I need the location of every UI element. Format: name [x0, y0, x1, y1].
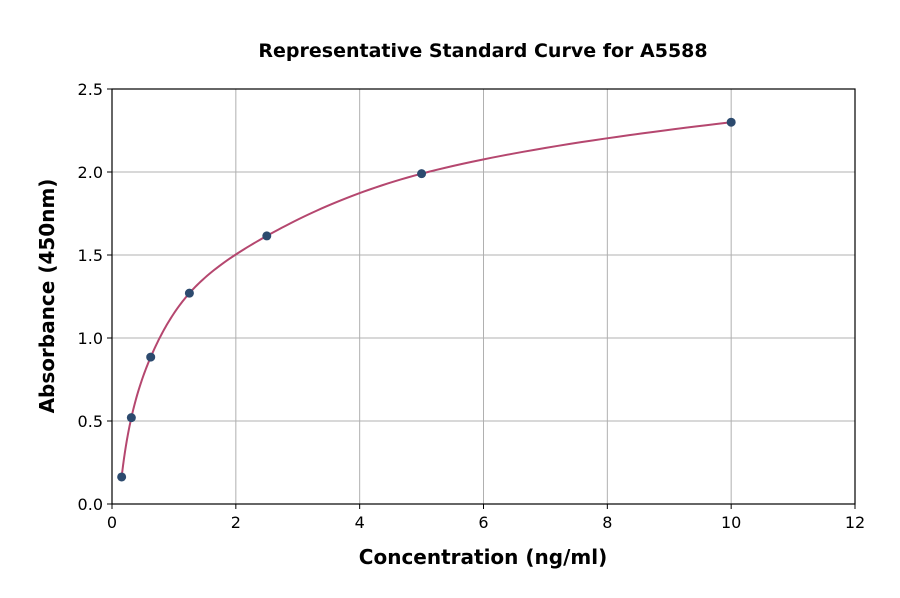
y-axis-label: Absorbance (450nm) [35, 179, 59, 414]
x-tick-label: 6 [478, 513, 488, 532]
x-tick-label: 4 [355, 513, 365, 532]
fit-curve [120, 121, 732, 478]
y-tick-label: 1.5 [78, 246, 103, 265]
data-point [262, 231, 272, 241]
data-point [726, 117, 736, 127]
x-tick-label: 2 [231, 513, 241, 532]
y-ticks: 0.0 0.5 1.0 1.5 2.0 2.5 [78, 80, 112, 514]
y-tick-label: 2.5 [78, 80, 103, 99]
data-point [126, 413, 136, 423]
y-tick-label: 1.0 [78, 329, 103, 348]
chart-title: Representative Standard Curve for A5588 [258, 40, 707, 62]
x-tick-label: 12 [845, 513, 865, 532]
data-point [417, 169, 427, 179]
y-tick-label: 0.5 [78, 412, 103, 431]
data-point [117, 472, 127, 482]
y-tick-label: 0.0 [78, 495, 103, 514]
fit-curve-layer [120, 121, 732, 478]
x-axis-label: Concentration (ng/ml) [359, 545, 607, 569]
points-layer [117, 117, 736, 482]
x-tick-label: 8 [602, 513, 612, 532]
x-tick-label: 0 [107, 513, 117, 532]
y-tick-label: 2.0 [78, 163, 103, 182]
x-tick-label: 10 [721, 513, 741, 532]
data-point [146, 352, 156, 362]
x-ticks: 0 2 4 6 8 10 12 [107, 504, 865, 532]
data-point [184, 288, 194, 298]
grid [111, 88, 856, 505]
